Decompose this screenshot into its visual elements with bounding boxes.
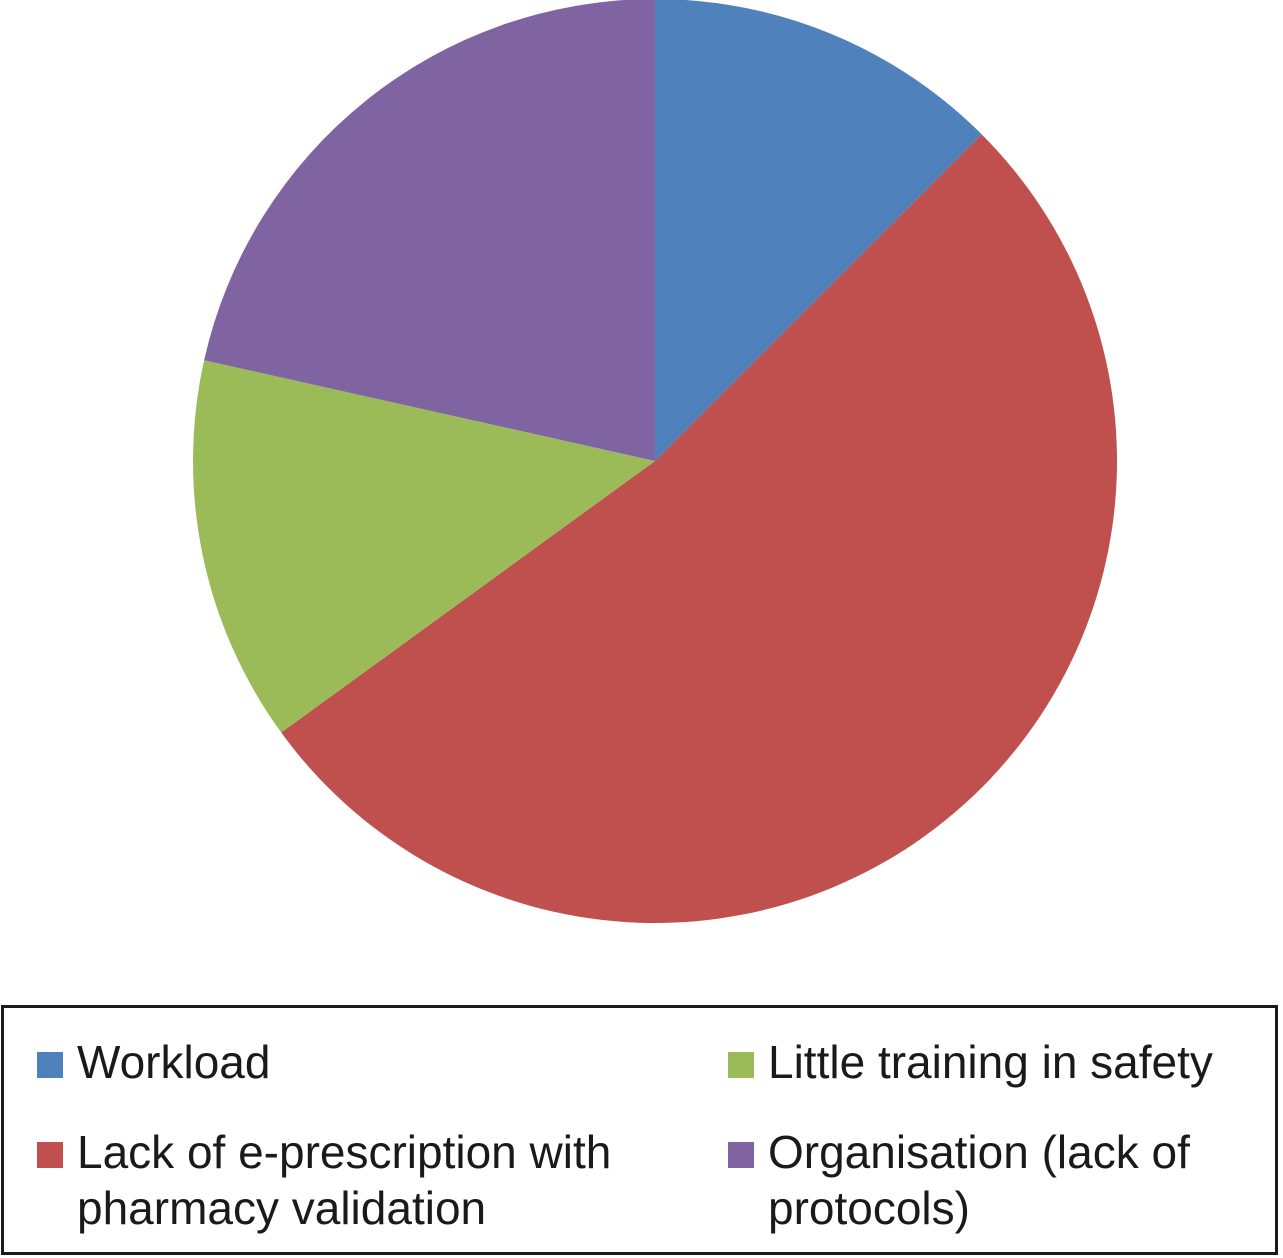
pie-slice-training — [193, 360, 655, 733]
legend-item-e-prescription: Lack of e-prescription with pharmacy val… — [37, 1124, 677, 1236]
legend-swatch-e-prescription — [37, 1142, 63, 1168]
legend-label-e-prescription: Lack of e-prescription with pharmacy val… — [77, 1126, 612, 1234]
legend-label-organisation: Organisation (lack of protocols) — [768, 1126, 1190, 1234]
legend-swatch-training — [728, 1052, 754, 1078]
pie-slice-e-prescription — [281, 134, 1118, 924]
legend-item-organisation: Organisation (lack of protocols) — [728, 1124, 1248, 1236]
pie-slice-organisation — [204, 0, 655, 461]
chart-legend: Workload Lack of e-prescription with pha… — [1, 1005, 1278, 1255]
legend-item-workload: Workload — [37, 1034, 270, 1090]
legend-item-training: Little training in safety — [728, 1034, 1268, 1090]
legend-label-workload: Workload — [77, 1036, 271, 1088]
legend-swatch-organisation — [728, 1142, 754, 1168]
pie-slices — [193, 0, 1118, 924]
legend-label-training: Little training in safety — [768, 1036, 1213, 1088]
legend-swatch-workload — [37, 1052, 63, 1078]
pie-slice-workload — [655, 0, 982, 461]
